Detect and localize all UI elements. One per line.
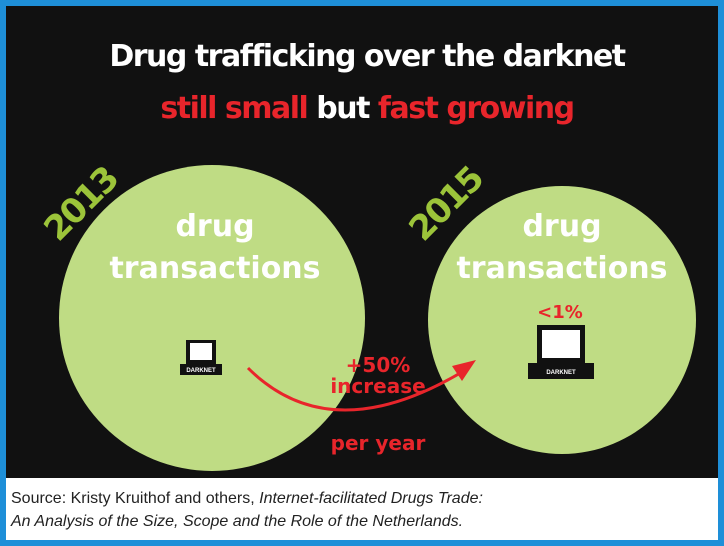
share-label: <1%: [537, 302, 583, 323]
growth-amount: +50%: [346, 353, 411, 377]
circle-label: drug: [522, 209, 601, 244]
source-prefix: Source: Kristy Kruithof and others,: [11, 490, 259, 507]
subtitle: still small but fast growing: [160, 91, 573, 126]
device-label: DARKNET: [546, 370, 576, 376]
title: Drug trafficking over the darknet: [109, 39, 625, 74]
circle-2015: [428, 186, 696, 454]
circle-label: drug: [175, 209, 254, 244]
circle-2013: [59, 165, 365, 471]
device-label: DARKNET: [186, 368, 216, 374]
circle-label: transactions: [456, 251, 667, 286]
growth-period: per year: [331, 431, 426, 455]
arrow-head: [452, 360, 476, 381]
source-line: An Analysis of the Size, Scope and the R…: [10, 513, 463, 530]
source-line: Source: Kristy Kruithof and others, Inte…: [11, 490, 483, 507]
growth-word: increase: [330, 374, 425, 398]
circle-label: transactions: [109, 251, 320, 286]
laptop-large: DARKNET: [528, 325, 594, 379]
laptop-small: DARKNET: [180, 340, 222, 375]
subtitle-part: but: [316, 91, 370, 126]
subtitle-part: still small: [160, 91, 307, 126]
source-title: Internet-facilitated Drugs Trade:: [259, 490, 483, 507]
subtitle-part: fast growing: [378, 91, 574, 126]
growth-arrow: [246, 366, 463, 412]
